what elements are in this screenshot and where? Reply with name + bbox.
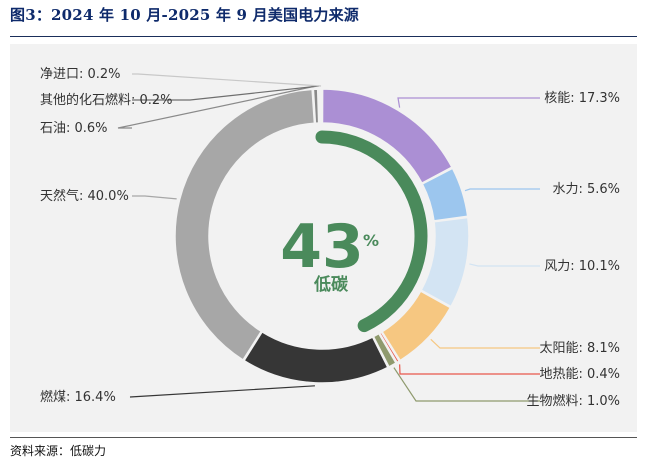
slice-11-leader-line <box>132 73 322 87</box>
slice-10-leader-line <box>132 85 320 101</box>
slice-10 <box>318 88 321 124</box>
slice-5 <box>378 331 400 364</box>
slice-3-label: 风力: 10.1% <box>544 259 620 274</box>
slice-1-leader-line <box>397 97 540 108</box>
slice-labels: 核能: 17.3% 水力: 5.6% 风力: 10.1% 太阳能: 8.1% 地热能: … <box>40 67 620 409</box>
slice-7-label: 燃煤: 16.4% <box>40 389 116 405</box>
slice-9 <box>312 88 320 124</box>
source-note: 资料来源：低碳力 <box>10 444 107 458</box>
slice-5-leader-line <box>399 364 540 375</box>
slice-6-label: 生物燃料: 1.0% <box>526 393 620 409</box>
low-carbon-progress-arc <box>315 130 428 333</box>
slice-2-leader-line <box>464 188 540 192</box>
slice-10-label: 其他的化石燃料: 0.2% <box>40 92 173 108</box>
slice-4-leader-line <box>430 338 540 349</box>
slice-1-label: 核能: 17.3% <box>544 91 620 106</box>
slice-9-label: 石油: 0.6% <box>40 121 108 136</box>
slice-4 <box>381 290 452 362</box>
slice-1 <box>321 88 453 184</box>
slice-3 <box>420 216 470 308</box>
title-rule <box>10 36 637 37</box>
slice-4-label: 太阳能: 8.1% <box>539 341 620 356</box>
slice-5-label: 地热能: 0.4% <box>539 367 620 382</box>
slice-2-label: 水力: 5.6% <box>552 182 620 197</box>
slice-3-leader-line <box>469 263 540 267</box>
low-carbon-progress <box>315 130 428 333</box>
center-unit: % <box>363 231 379 250</box>
slice-8-leader-line <box>132 195 177 200</box>
center-label: 低碳 <box>313 274 349 295</box>
chart-title: 图3：2024 年 10 月-2025 年 9 月美国电力来源 <box>10 6 360 24</box>
center-value: 43 <box>280 212 364 282</box>
slice-6-leader-line <box>393 367 540 402</box>
slice-7-leader-line <box>129 385 315 398</box>
leader-lines <box>117 73 540 402</box>
slice-11-label: 净进口: 0.2% <box>40 67 121 82</box>
slice-6 <box>372 332 397 368</box>
slice-11 <box>320 88 323 124</box>
slice-7 <box>243 331 389 384</box>
donut-slices <box>174 88 470 384</box>
slice-8-label: 天然气: 40.0% <box>40 188 129 204</box>
slice-9-leader-line <box>117 85 316 129</box>
footer-rule <box>10 437 637 438</box>
slice-8 <box>174 88 316 361</box>
slice-2 <box>421 167 469 222</box>
